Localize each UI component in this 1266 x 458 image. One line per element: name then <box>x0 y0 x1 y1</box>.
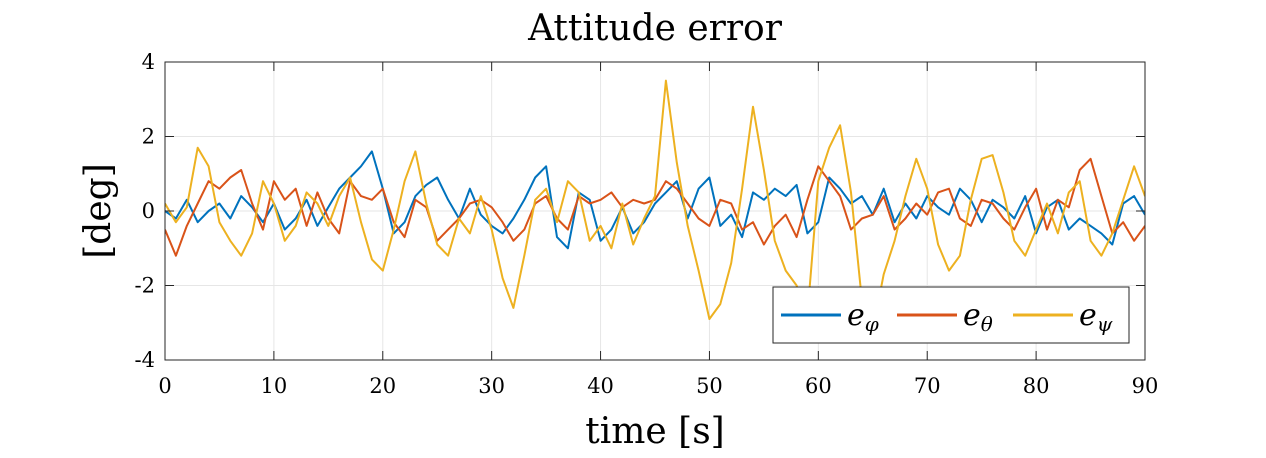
x-tick-label: 90 <box>1132 374 1159 398</box>
chart-title: Attitude error <box>527 8 783 49</box>
x-tick-label: 70 <box>914 374 941 398</box>
legend-entry-subscript: φ <box>865 312 879 336</box>
x-tick-label: 80 <box>1023 374 1050 398</box>
y-tick-label: 2 <box>142 125 155 149</box>
x-tick-label: 50 <box>696 374 723 398</box>
y-axis-label: [deg] <box>78 163 119 258</box>
legend-entry-2: eψ <box>1079 298 1113 336</box>
x-axis: 0 10 20 30 40 50 60 70 80 90 <box>158 62 1158 398</box>
x-tick-label: 10 <box>261 374 288 398</box>
legend-entry-subscript: ψ <box>1097 312 1113 336</box>
series-line-1 <box>165 157 1145 257</box>
legend-entry-subscript: θ <box>981 312 993 336</box>
y-tick-label: -2 <box>135 274 155 298</box>
y-axis: -4 -2 0 2 4 <box>135 50 1145 372</box>
legend-entry-base: e <box>963 298 981 333</box>
y-tick-label: 4 <box>142 50 155 74</box>
y-tick-label: 0 <box>142 199 155 223</box>
x-tick-label: 0 <box>158 374 171 398</box>
legend-entry-1: eθ <box>963 298 993 336</box>
legend-entry-0: eφ <box>847 298 879 336</box>
x-axis-label: time [s] <box>585 411 724 452</box>
legend-entry-base: e <box>1079 298 1097 333</box>
x-tick-label: 40 <box>587 374 614 398</box>
legend-entry-base: e <box>847 298 865 333</box>
x-tick-label: 60 <box>805 374 832 398</box>
y-tick-label: -4 <box>135 348 155 372</box>
plot-area <box>165 79 1145 332</box>
x-tick-label: 30 <box>478 374 505 398</box>
x-tick-label: 20 <box>369 374 396 398</box>
series-line-2 <box>165 79 1145 332</box>
legend: eφ eθ eψ <box>772 286 1130 344</box>
series-line-0 <box>165 150 1145 250</box>
